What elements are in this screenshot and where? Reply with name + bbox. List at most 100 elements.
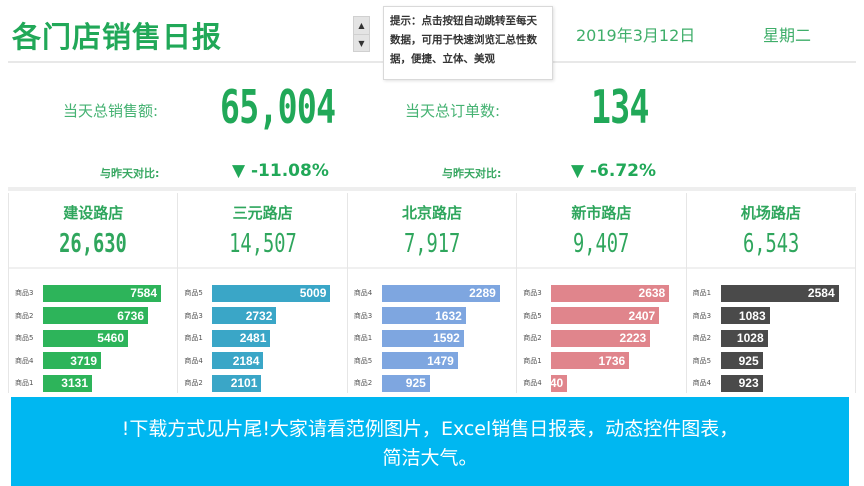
bar-row: 商品1 2481 (178, 327, 346, 350)
store-total-value: 6,543 (742, 229, 800, 259)
store-total-value: 9,407 (573, 229, 630, 259)
bar-value: 5460 (97, 331, 124, 346)
triangle-down-icon: ▼ (358, 38, 365, 48)
sales-value: 65,004 (220, 80, 336, 134)
bar-value: 2732 (245, 308, 273, 323)
bar: 5460 (43, 329, 128, 347)
spin-up-button[interactable]: ▲ (354, 17, 369, 34)
bar-row: 商品3 2638 (517, 282, 685, 305)
bar-label: 商品3 (15, 289, 34, 298)
bar: 7584 (43, 284, 161, 302)
bar: 923 (720, 374, 763, 392)
bar-label: 商品3 (523, 289, 542, 298)
bar: 2481 (212, 329, 271, 347)
store-total: 7,917 (348, 229, 516, 259)
bar-row: 商品5 1479 (348, 350, 516, 373)
bar: 1028 (720, 329, 768, 347)
bar-row: 商品1 2584 (687, 282, 855, 305)
store-total: 9,407 (517, 229, 685, 259)
report-header: 各门店销售日报 ▲ ▼ 提示：点击按钮自动跳转至每天数据，可用于快速浏览汇总性数… (0, 0, 864, 80)
store-total-value: 7,917 (403, 229, 461, 259)
bar-value: 2481 (239, 331, 267, 346)
bar-value: 1479 (427, 353, 454, 368)
bar-value: 925 (405, 376, 426, 391)
bar-row: 商品3 1083 (687, 305, 855, 328)
bar-row: 商品1 1592 (348, 327, 516, 350)
bar-label: 商品1 (15, 379, 34, 388)
bar: 3719 (43, 352, 101, 370)
bar-row: 商品3 1632 (348, 305, 516, 328)
bar-value: 2223 (619, 331, 647, 346)
bar-label: 商品4 (692, 379, 712, 388)
page-title: 各门店销售日报 (12, 20, 223, 54)
bar: 1083 (720, 307, 770, 325)
bar-row: 商品4 2289 (348, 282, 516, 305)
store-divider (517, 267, 686, 269)
product-bar-chart: 商品3 2638 商品5 2407 商品2 2223 商品1 1736 商品4 40 (517, 282, 685, 395)
bar-label: 商品1 (523, 356, 542, 365)
bar-label: 商品5 (15, 334, 34, 343)
store-divider (178, 267, 347, 269)
bar-value: 1632 (435, 308, 462, 323)
store-panels: 建设路店 26,630 商品3 7584 商品2 6736 商品5 5460 商品4 3719… (8, 193, 857, 395)
bar-value: 1028 (736, 331, 764, 346)
sales-compare-value: ▼ -11.08% (232, 161, 329, 181)
bar-row: 商品2 2101 (178, 372, 346, 395)
bar-value: 2638 (638, 286, 666, 301)
bar-label: 商品5 (523, 311, 542, 320)
bar-label: 商品3 (184, 311, 203, 320)
bar-value: 3131 (61, 376, 88, 391)
bar-value: 40 (549, 376, 564, 391)
bar-value: 1736 (598, 353, 626, 368)
kpi-divider (8, 187, 856, 191)
store-panel-3: 北京路店 7,917 商品4 2289 商品3 1632 商品1 1592 商品5 1479 商… (347, 193, 518, 393)
bar-row: 商品3 2732 (178, 305, 346, 328)
bar-value: 5009 (299, 286, 327, 301)
bar: 1592 (381, 329, 464, 347)
bar-label: 商品3 (692, 311, 712, 320)
bar-row: 商品2 6736 (9, 305, 177, 328)
store-total: 14,507 (178, 229, 346, 259)
store-panel-2: 三元路店 14,507 商品5 5009 商品3 2732 商品1 2481 商品4 2184… (178, 193, 348, 395)
bar-label: 商品5 (184, 289, 203, 298)
bar: 1632 (381, 307, 466, 325)
store-divider (686, 267, 856, 269)
bar-row: 商品5 5460 (9, 327, 177, 350)
spin-down-button[interactable]: ▼ (354, 34, 369, 51)
bar-label: 商品1 (353, 334, 373, 343)
store-total: 6,543 (687, 229, 855, 259)
bar-value: 1083 (738, 308, 766, 323)
caption-line-2: 简洁大气。 (382, 447, 478, 469)
report-date: 2019年3月12日 (576, 26, 696, 45)
bar: 2638 (551, 284, 670, 302)
bar-row: 商品3 7584 (9, 282, 177, 305)
bar-value: 2289 (469, 286, 496, 301)
bar-row: 商品1 1736 (517, 350, 685, 373)
date-spinner[interactable]: ▲ ▼ (353, 16, 370, 52)
product-bar-chart: 商品1 2584 商品3 1083 商品2 1028 商品5 925 商品4 923 (687, 282, 855, 395)
bar: 5009 (212, 284, 331, 302)
bar: 925 (720, 352, 763, 370)
caption-banner: !下载方式见片尾!大家请看范例图片，Excel销售日报表，动态控件图表， 简洁大… (11, 397, 849, 486)
bar-value: 7584 (130, 286, 157, 301)
bar-label: 商品4 (353, 289, 373, 298)
report-weekday: 星期二 (763, 26, 812, 45)
store-name: 北京路店 (402, 204, 463, 222)
orders-compare-value: ▼ -6.72% (571, 161, 657, 181)
store-total: 26,630 (9, 229, 177, 259)
sales-label: 当天总销售额: (63, 102, 159, 120)
bar-row: 商品4 40 (517, 372, 685, 395)
bar: 2584 (720, 284, 839, 302)
bar-value: 1592 (433, 331, 460, 346)
bar: 1736 (551, 352, 630, 370)
bar-label: 商品2 (523, 334, 542, 343)
store-divider (9, 267, 178, 269)
product-bar-chart: 商品5 5009 商品3 2732 商品1 2481 商品4 2184 商品2 2101 (178, 282, 346, 395)
bar-row: 商品4 3719 (9, 350, 177, 373)
orders-compare-label: 与昨天对比: (442, 167, 502, 180)
bar-value: 6736 (117, 308, 144, 323)
sales-compare-label: 与昨天对比: (100, 167, 160, 180)
store-total-value: 26,630 (59, 229, 128, 259)
bar-label: 商品4 (523, 379, 542, 388)
bar-row: 商品5 5009 (178, 282, 346, 305)
